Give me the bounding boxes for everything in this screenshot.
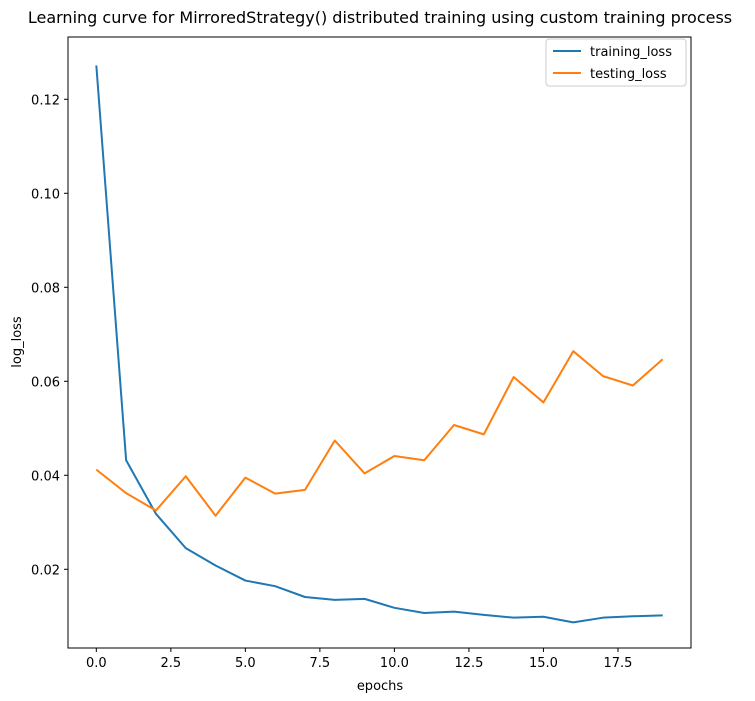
data-point-training-loss: [333, 598, 337, 602]
data-point-training-loss: [452, 610, 456, 614]
x-axis-label: epochs: [357, 679, 404, 694]
data-point-testing-loss: [512, 375, 516, 379]
data-point-training-loss: [243, 579, 247, 583]
data-point-training-loss: [601, 616, 605, 620]
y-tick-label: 0.04: [31, 469, 60, 484]
data-point-testing-loss: [422, 458, 426, 462]
data-point-testing-loss: [392, 454, 396, 458]
data-point-training-loss: [303, 595, 307, 599]
chart-title: Learning curve for MirroredStrategy() di…: [28, 8, 732, 27]
data-point-testing-loss: [541, 400, 545, 404]
data-point-training-loss: [124, 458, 128, 462]
data-point-training-loss: [214, 564, 218, 568]
data-point-training-loss: [184, 546, 188, 550]
y-tick-label: 0.08: [31, 281, 60, 296]
y-tick-label: 0.12: [31, 93, 60, 108]
plot-lines: [94, 63, 665, 624]
data-point-testing-loss: [333, 439, 337, 443]
legend: training_loss testing_loss: [545, 38, 687, 87]
y-tick-label: 0.06: [31, 375, 60, 390]
series-line-testing-loss: [95, 350, 664, 517]
data-point-testing-loss: [631, 384, 635, 388]
legend-label-training-loss: training_loss: [590, 45, 672, 60]
data-point-testing-loss: [94, 468, 98, 472]
x-axis-ticks: 0.0 2.5 5.0 7.5 10.0 12.5 15.0 17.5: [86, 648, 632, 671]
y-tick-label: 0.10: [31, 187, 60, 202]
data-point-training-loss: [512, 616, 516, 620]
x-tick-label: 10.0: [380, 656, 409, 671]
data-point-testing-loss: [124, 491, 128, 495]
data-point-training-loss: [661, 613, 665, 617]
data-point-testing-loss: [184, 474, 188, 478]
data-point-testing-loss: [482, 432, 486, 436]
data-point-testing-loss: [214, 514, 218, 518]
data-point-training-loss: [422, 611, 426, 615]
data-point-testing-loss: [661, 357, 665, 361]
x-tick-label: 12.5: [454, 656, 483, 671]
series-line-training-loss: [95, 65, 663, 624]
data-point-testing-loss: [363, 471, 367, 475]
data-point-training-loss: [273, 584, 277, 588]
data-point-testing-loss: [154, 509, 158, 513]
x-tick-label: 17.5: [603, 656, 632, 671]
data-point-training-loss: [363, 597, 367, 601]
data-point-testing-loss: [571, 349, 575, 353]
data-point-training-loss: [392, 606, 396, 610]
data-point-testing-loss: [273, 492, 277, 496]
data-point-training-loss: [571, 620, 575, 624]
data-point-training-loss: [482, 613, 486, 617]
x-tick-label: 7.5: [310, 656, 331, 671]
data-point-training-loss: [631, 614, 635, 618]
x-tick-label: 5.0: [235, 656, 256, 671]
legend-label-testing-loss: testing_loss: [590, 67, 667, 82]
data-point-testing-loss: [452, 423, 456, 427]
x-tick-label: 0.0: [86, 656, 107, 671]
data-point-training-loss: [541, 615, 545, 619]
data-point-testing-loss: [243, 476, 247, 480]
x-tick-label: 2.5: [160, 656, 181, 671]
data-point-training-loss: [94, 63, 98, 67]
x-tick-label: 15.0: [529, 656, 558, 671]
plot-frame: [67, 36, 692, 649]
data-point-testing-loss: [303, 488, 307, 492]
y-tick-label: 0.02: [31, 563, 60, 578]
y-axis-label: log_loss: [10, 316, 25, 368]
data-point-testing-loss: [601, 374, 605, 378]
y-axis-ticks: 0.02 0.04 0.06 0.08 0.10 0.12: [31, 93, 68, 578]
